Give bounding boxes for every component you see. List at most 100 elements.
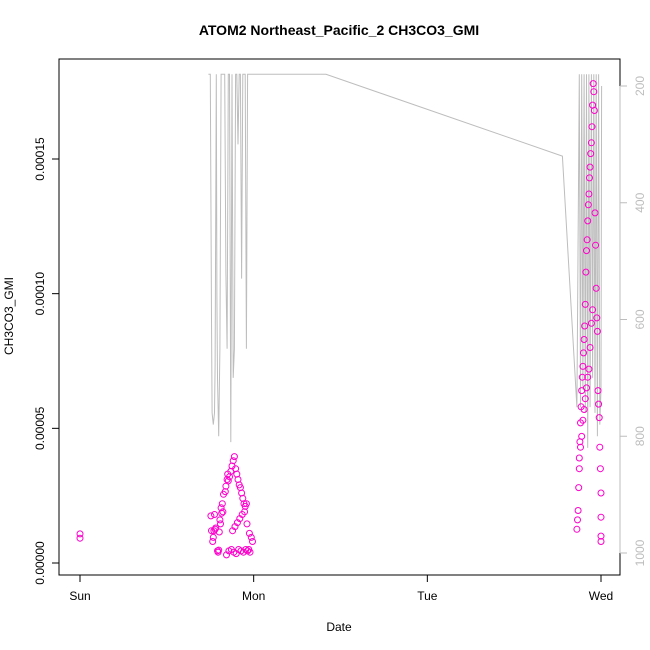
- data-point: [588, 123, 596, 131]
- data-point: [595, 400, 603, 408]
- data-point: [579, 362, 587, 370]
- data-point: [586, 344, 594, 351]
- data-point: [76, 530, 84, 538]
- data-point: [580, 336, 588, 343]
- y-tick-label: 0.00010: [33, 272, 47, 316]
- data-point: [219, 508, 227, 516]
- data-point: [585, 365, 593, 373]
- data-point: [583, 236, 591, 244]
- data-point: [229, 457, 237, 465]
- data-point: [590, 88, 598, 96]
- points-layer: [76, 80, 605, 559]
- data-point: [578, 373, 586, 381]
- data-point: [592, 284, 600, 292]
- data-point: [574, 516, 581, 524]
- data-point: [581, 300, 589, 308]
- y2-tick-label: 600: [633, 309, 647, 329]
- data-point: [597, 538, 605, 545]
- y-tick-label: 0.00000: [33, 541, 47, 585]
- data-point: [597, 513, 605, 521]
- data-point: [594, 387, 602, 395]
- data-point: [575, 484, 583, 492]
- data-point: [224, 477, 232, 485]
- data-point: [241, 508, 249, 516]
- y-axis: 0.00000 0.00005 0.00010 0.00015: [33, 137, 60, 585]
- x-tick-label: Sun: [69, 589, 90, 603]
- chart-title: ATOM2 Northeast_Pacific_2 CH3CO3_GMI: [199, 22, 479, 38]
- data-point: [230, 453, 238, 461]
- data-point: [575, 465, 583, 473]
- data-point: [242, 500, 250, 508]
- y-tick-label: 0.00005: [33, 406, 47, 450]
- data-point: [592, 241, 600, 249]
- data-point: [217, 520, 224, 528]
- data-point: [211, 511, 218, 518]
- y-tick-label: 0.00015: [33, 137, 47, 181]
- data-point: [580, 406, 588, 413]
- data-point: [239, 494, 247, 502]
- data-point: [581, 395, 589, 403]
- y2-tick-label: 800: [633, 426, 647, 446]
- data-point: [587, 319, 595, 327]
- line-layer: [208, 73, 603, 448]
- data-point: [209, 538, 217, 545]
- data-point: [212, 524, 220, 532]
- y2-tick-label: 1000: [633, 539, 647, 566]
- data-point: [585, 190, 593, 198]
- data-point: [597, 489, 605, 497]
- data-point: [579, 416, 587, 424]
- data-point: [216, 516, 224, 524]
- x-tick-label: Mon: [242, 589, 265, 603]
- data-point: [207, 512, 215, 520]
- data-point: [215, 528, 223, 536]
- data-point: [573, 525, 581, 533]
- y2-axis-right: 200 400 600 800 1000: [619, 76, 647, 566]
- data-point: [578, 432, 586, 440]
- data-point: [586, 163, 594, 171]
- data-point: [245, 529, 253, 537]
- data-point: [218, 509, 226, 517]
- x-tick-label: Wed: [589, 589, 613, 603]
- data-point: [76, 534, 84, 542]
- data-point: [247, 533, 255, 541]
- data-point: [583, 247, 590, 255]
- data-point: [584, 373, 592, 381]
- data-point: [589, 306, 597, 314]
- data-point: [584, 217, 592, 225]
- data-point: [243, 520, 251, 528]
- data-point: [596, 443, 604, 451]
- data-point: [593, 327, 601, 335]
- x-tick-label: Tue: [417, 589, 438, 603]
- data-point: [595, 414, 603, 422]
- data-point: [209, 533, 217, 541]
- data-point: [583, 384, 590, 392]
- data-point: [221, 488, 229, 496]
- data-point: [581, 322, 589, 330]
- data-point: [215, 546, 223, 554]
- y2-tick-label: 200: [633, 76, 647, 96]
- data-point: [590, 107, 598, 114]
- y2-tick-label: 400: [633, 192, 647, 212]
- data-point: [586, 174, 593, 182]
- data-point: [587, 139, 595, 147]
- pressure-line: [208, 73, 603, 448]
- data-point: [218, 500, 226, 508]
- data-point: [593, 314, 601, 322]
- data-point: [217, 504, 225, 512]
- data-point: [582, 268, 590, 276]
- data-point: [249, 538, 256, 545]
- data-point: [584, 201, 592, 209]
- data-point: [575, 454, 583, 462]
- data-point: [577, 443, 584, 451]
- data-point: [587, 150, 595, 158]
- x-axis-label: Date: [326, 620, 352, 634]
- y-axis-label: CH3CO3_GMI: [2, 277, 16, 355]
- data-point: [589, 80, 597, 88]
- data-point: [574, 507, 582, 514]
- data-point: [596, 465, 604, 473]
- data-point: [591, 209, 599, 217]
- data-point: [580, 349, 587, 357]
- data-point: [597, 532, 605, 540]
